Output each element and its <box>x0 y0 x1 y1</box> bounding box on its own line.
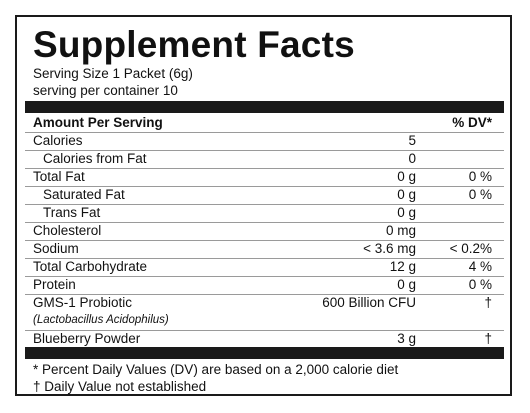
nutrient-dv: 4 % <box>468 259 492 274</box>
nutrient-row-sodium: Sodium < 3.6 mg < 0.2% <box>25 240 504 259</box>
nutrient-row-cholesterol: Cholesterol 0 mg <box>25 222 504 241</box>
nutrient-dv: < 0.2% <box>449 241 492 256</box>
nutrient-name: Sodium <box>33 241 79 256</box>
top-divider-bar <box>25 101 504 113</box>
header-row: Amount Per Serving % DV* <box>25 114 504 133</box>
nutrient-amount: 0 g <box>397 205 416 220</box>
nutrient-name: Protein <box>33 277 76 292</box>
nutrient-name: Calories <box>33 133 83 148</box>
nutrient-row-protein: Protein 0 g 0 % <box>25 276 504 295</box>
servings-per-container: serving per container 10 <box>33 83 178 98</box>
nutrient-dv: 0 % <box>468 169 492 184</box>
nutrient-row-saturated-fat: Saturated Fat 0 g 0 % <box>25 186 504 205</box>
header-dv: % DV* <box>452 115 492 130</box>
nutrient-amount: 0 mg <box>385 223 416 238</box>
nutrient-name: Total Fat <box>33 169 85 184</box>
footnote-not-established: † Daily Value not established <box>33 379 207 394</box>
nutrient-row-calories-from-fat: Calories from Fat 0 <box>25 150 504 169</box>
serving-size: Serving Size 1 Packet (6g) <box>33 66 193 81</box>
nutrient-amount: 12 g <box>389 259 416 274</box>
nutrient-row-trans-fat: Trans Fat 0 g <box>25 204 504 223</box>
ingredient-source: (Lactobacillus Acidophilus) <box>33 314 169 326</box>
nutrient-amount: < 3.6 mg <box>363 241 416 256</box>
header-amount: Amount Per Serving <box>33 115 163 130</box>
nutrient-name: Trans Fat <box>43 205 101 220</box>
nutrient-name: Total Carbohydrate <box>33 259 148 274</box>
ingredient-dv: † <box>484 295 492 310</box>
nutrient-amount: 0 <box>408 151 416 166</box>
nutrient-row-calories: Calories 5 <box>25 132 504 151</box>
nutrient-row-total-carbohydrate: Total Carbohydrate 12 g 4 % <box>25 258 504 277</box>
nutrient-dv: 0 % <box>468 277 492 292</box>
ingredient-name: Blueberry Powder <box>33 331 141 346</box>
supplement-facts-panel: Supplement Facts Serving Size 1 Packet (… <box>15 15 512 396</box>
bottom-divider-bar <box>25 347 504 359</box>
ingredient-amount: 600 Billion CFU <box>322 295 416 310</box>
nutrient-name: Saturated Fat <box>43 187 125 202</box>
nutrient-dv: 0 % <box>468 187 492 202</box>
ingredient-amount: 3 g <box>397 331 416 346</box>
nutrient-name: Cholesterol <box>33 223 102 238</box>
ingredient-row-probiotic: GMS-1 Probiotic 600 Billion CFU † (Lacto… <box>25 294 504 331</box>
footnote-daily-values: * Percent Daily Values (DV) are based on… <box>33 362 399 377</box>
nutrient-amount: 0 g <box>397 169 416 184</box>
nutrient-amount: 0 g <box>397 187 416 202</box>
nutrient-row-total-fat: Total Fat 0 g 0 % <box>25 168 504 187</box>
ingredient-name: GMS-1 Probiotic <box>33 295 133 310</box>
nutrient-amount: 0 g <box>397 277 416 292</box>
nutrient-name: Calories from Fat <box>43 151 147 166</box>
ingredient-row-blueberry: Blueberry Powder 3 g † <box>25 330 504 348</box>
label-title: Supplement Facts <box>33 24 355 65</box>
ingredient-dv: † <box>484 331 492 346</box>
nutrient-amount: 5 <box>408 133 416 148</box>
